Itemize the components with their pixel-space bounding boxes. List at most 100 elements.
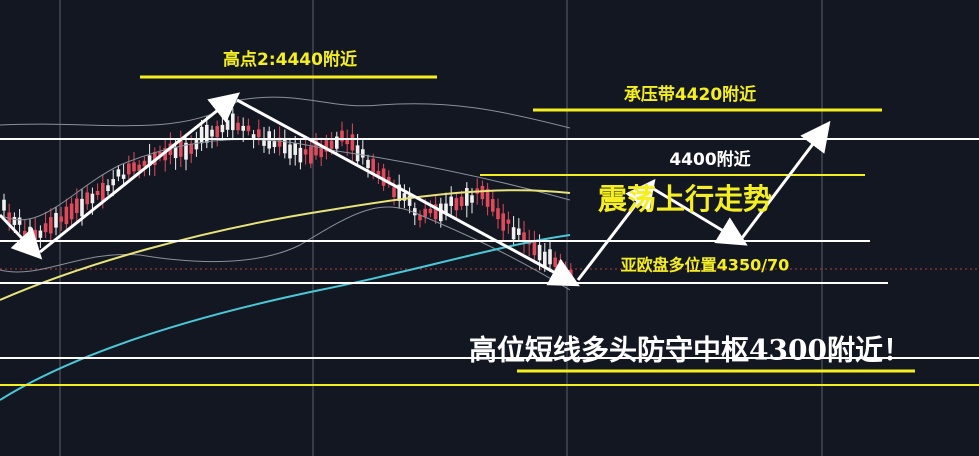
candle-body: [184, 142, 188, 160]
candle-body: [480, 186, 485, 200]
label: 高点2:4440附近: [223, 49, 357, 70]
candle-body: [335, 136, 339, 149]
candle-body: [371, 158, 375, 173]
candle-body: [101, 182, 105, 201]
candle-body: [215, 126, 219, 138]
candle-body: [324, 140, 329, 152]
arrow: [39, 92, 241, 254]
candle-body: [106, 185, 110, 192]
candle-body: [262, 138, 266, 146]
candle-body: [43, 223, 48, 233]
candle-body: [543, 251, 547, 268]
label: 4400附近: [669, 149, 750, 170]
candle-body: [231, 113, 235, 131]
candle-body: [147, 155, 152, 166]
candle-body: [2, 199, 6, 211]
candle-body: [465, 188, 469, 206]
candle-body: [28, 226, 32, 238]
candle-body: [511, 227, 516, 240]
candle-body: [225, 120, 230, 130]
candle-body: [38, 230, 43, 238]
candle-body: [142, 160, 147, 167]
candle-body: [153, 151, 157, 165]
candle-body: [272, 141, 277, 148]
candle-body: [501, 213, 505, 231]
candle-body: [381, 168, 386, 186]
candle-body: [116, 169, 121, 177]
label: 高位短线多头防守中枢4300附近！: [469, 334, 911, 367]
candle-body: [537, 244, 542, 261]
candle-body: [95, 190, 100, 196]
candle-body: [309, 146, 313, 164]
candle-body: [402, 193, 407, 201]
candle-body: [298, 147, 303, 163]
candle-body: [355, 145, 360, 162]
candle-body: [111, 179, 115, 186]
candle-body: [85, 192, 89, 205]
candle-body: [246, 125, 251, 132]
candle-body: [69, 203, 74, 220]
label: 亚欧盘多位置4350/70: [621, 256, 790, 275]
candle-body: [345, 138, 349, 145]
candle-body: [205, 124, 209, 143]
candle-body: [491, 199, 495, 212]
candle-body: [23, 230, 27, 238]
arrow: [0, 213, 43, 260]
candle-body: [179, 140, 183, 157]
candle-body: [366, 159, 370, 169]
candle-body: [496, 208, 500, 220]
candle-body: [433, 204, 438, 220]
candle-body: [251, 134, 256, 140]
candle-body: [132, 162, 136, 172]
candle-body: [137, 164, 141, 172]
candle-body: [485, 188, 490, 207]
arrow: [236, 98, 580, 287]
candle-body: [454, 198, 459, 211]
candle-body: [329, 140, 334, 149]
candle-body: [220, 124, 225, 133]
candle-body: [241, 125, 245, 131]
candle-body: [522, 232, 526, 242]
arrow: [651, 186, 748, 246]
candle-body: [532, 240, 537, 256]
candle-body: [444, 203, 448, 213]
candle-body: [194, 139, 199, 150]
candle-body: [319, 148, 323, 158]
candle-body: [428, 208, 433, 214]
candle-body: [127, 163, 131, 175]
candle-body: [54, 212, 58, 228]
trend-arrows: [0, 92, 831, 287]
candle-body: [59, 216, 63, 222]
candle-body: [277, 137, 282, 147]
candle-body: [199, 126, 204, 144]
candle-body: [64, 206, 69, 225]
candle-body: [423, 208, 427, 217]
candle-body: [418, 214, 422, 221]
candle-body: [350, 134, 355, 151]
candle-body: [459, 196, 464, 206]
candle-body: [413, 208, 417, 216]
candle-body: [340, 130, 344, 142]
arrow: [576, 178, 656, 281]
candle-body: [80, 198, 84, 217]
candle-body: [17, 217, 22, 225]
candle-body: [506, 219, 511, 224]
candle-body: [12, 216, 17, 225]
candle-body: [283, 138, 287, 154]
candle-body: [548, 249, 552, 265]
candle-body: [387, 176, 391, 183]
candle-body: [49, 217, 53, 234]
level-lines: [0, 75, 979, 386]
candle-body: [210, 129, 214, 137]
candle-body: [407, 195, 412, 206]
upper-band: [0, 96, 571, 129]
candle-body: [303, 149, 308, 155]
candle-body: [563, 266, 568, 276]
candle-body: [288, 144, 292, 159]
cyan-ma: [0, 234, 571, 401]
arrow: [740, 120, 831, 239]
candle-body: [558, 260, 563, 267]
